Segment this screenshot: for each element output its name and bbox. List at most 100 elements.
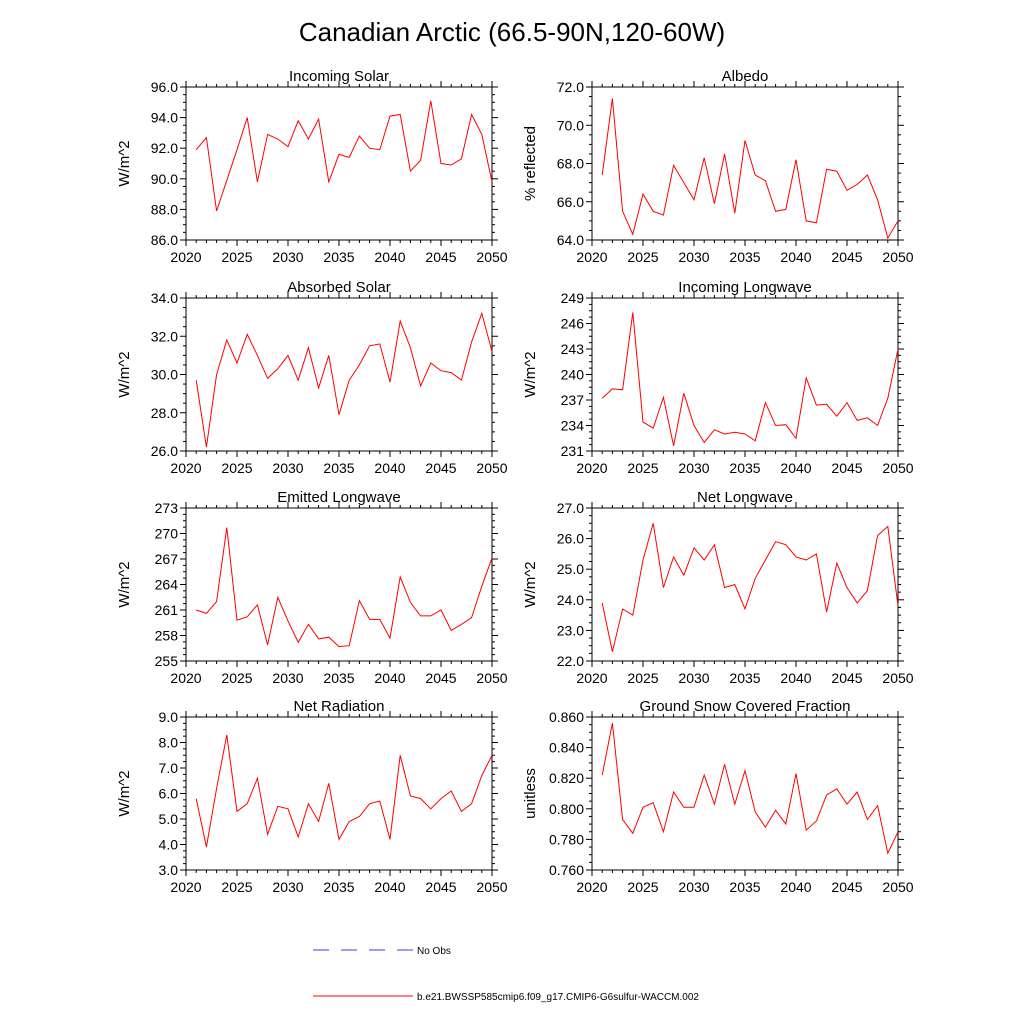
y-tick-label: 32.0 bbox=[151, 328, 178, 344]
legend-model-label: b.e21.BWSSP585cmip6.f09_g17.CMIP6-G6sulf… bbox=[417, 992, 699, 1003]
x-tick-label: 2030 bbox=[678, 460, 709, 476]
plot-frame bbox=[591, 507, 899, 662]
y-tick-label: 88.0 bbox=[151, 201, 178, 217]
figure-title: Canadian Arctic (66.5-90N,120-60W) bbox=[299, 17, 725, 47]
panel-incoming-longwave: Incoming Longwave W/m^2 2020 2025 2030 2035 20… bbox=[522, 279, 914, 476]
y-tick-label: 0.780 bbox=[549, 831, 584, 847]
x-tick-label: 2040 bbox=[780, 460, 811, 476]
y-tick-label: 94.0 bbox=[151, 110, 178, 126]
y-tick-label: 270 bbox=[155, 526, 179, 542]
x-tick-label: 2025 bbox=[627, 670, 658, 686]
legend: No Obs b.e21.BWSSP585cmip6.f09_g17.CMIP6… bbox=[313, 946, 699, 1003]
x-tick-label: 2050 bbox=[476, 460, 507, 476]
panel-title: Ground Snow Covered Fraction bbox=[640, 698, 851, 715]
panels: Incoming Solar W/m^2 2020 2025 2030 2035 2040 2… bbox=[116, 68, 914, 895]
y-tick-label: 26.0 bbox=[151, 443, 178, 459]
x-tick-label: 2030 bbox=[272, 670, 303, 686]
x-tick-label: 2035 bbox=[323, 460, 354, 476]
x-tick-label: 2040 bbox=[780, 670, 811, 686]
y-tick-label: 5.0 bbox=[159, 811, 179, 827]
series-line bbox=[195, 100, 493, 212]
y-tick-label: 66.0 bbox=[557, 194, 584, 210]
x-tick-label: 2020 bbox=[576, 879, 607, 895]
x-tick-label: 2050 bbox=[476, 670, 507, 686]
panel-title: Incoming Solar bbox=[289, 68, 389, 85]
series-line bbox=[195, 734, 493, 848]
x-tick-label: 2025 bbox=[221, 249, 252, 265]
x-tick-label: 2040 bbox=[780, 249, 811, 265]
y-tick-label: 26.0 bbox=[557, 531, 584, 547]
x-tick-label: 2030 bbox=[272, 460, 303, 476]
x-tick-label: 2020 bbox=[170, 670, 201, 686]
x-tick-label: 2045 bbox=[425, 670, 456, 686]
y-tick-label: 246 bbox=[561, 316, 585, 332]
x-tick-label: 2045 bbox=[425, 460, 456, 476]
x-tick-label: 2035 bbox=[729, 460, 760, 476]
y-tick-label: 72.0 bbox=[557, 79, 584, 95]
y-axis-label: W/m^2 bbox=[116, 351, 133, 397]
y-tick-label: 0.840 bbox=[549, 740, 584, 756]
x-tick-label: 2025 bbox=[627, 249, 658, 265]
x-tick-label: 2050 bbox=[476, 879, 507, 895]
x-tick-label: 2020 bbox=[170, 879, 201, 895]
panel-ground-snow-covered-fraction: Ground Snow Covered Fraction unitless 2020… bbox=[522, 698, 914, 895]
y-tick-label: 90.0 bbox=[151, 171, 178, 187]
x-tick-label: 2040 bbox=[374, 249, 405, 265]
y-tick-label: 23.0 bbox=[557, 622, 584, 638]
series-line bbox=[195, 311, 493, 448]
y-tick-label: 240 bbox=[561, 367, 585, 383]
y-axis-label: % reflected bbox=[522, 126, 539, 201]
y-tick-label: 30.0 bbox=[151, 367, 178, 383]
plot-frame bbox=[591, 716, 899, 871]
y-tick-label: 255 bbox=[155, 653, 179, 669]
y-tick-label: 34.0 bbox=[151, 290, 178, 306]
x-tick-label: 2025 bbox=[221, 460, 252, 476]
y-tick-label: 24.0 bbox=[557, 592, 584, 608]
y-tick-label: 27.0 bbox=[557, 500, 584, 516]
y-axis-label: W/m^2 bbox=[116, 561, 133, 607]
plot-frame bbox=[185, 297, 493, 452]
y-tick-label: 64.0 bbox=[557, 232, 584, 248]
x-tick-label: 2045 bbox=[831, 249, 862, 265]
y-tick-label: 258 bbox=[155, 628, 179, 644]
x-tick-label: 2020 bbox=[170, 249, 201, 265]
series-line bbox=[601, 312, 899, 447]
x-tick-label: 2025 bbox=[627, 879, 658, 895]
x-tick-label: 2035 bbox=[729, 249, 760, 265]
y-tick-label: 6.0 bbox=[159, 786, 179, 802]
x-tick-label: 2050 bbox=[882, 460, 913, 476]
y-tick-label: 267 bbox=[155, 551, 179, 567]
y-tick-label: 231 bbox=[561, 443, 585, 459]
y-tick-label: 0.760 bbox=[549, 862, 584, 878]
y-axis-label: W/m^2 bbox=[116, 140, 133, 186]
y-tick-label: 249 bbox=[561, 290, 585, 306]
panel-absorbed-solar: Absorbed Solar W/m^2 2020 2025 2030 2035 2040 2… bbox=[116, 279, 508, 476]
series-line bbox=[601, 98, 899, 240]
x-tick-label: 2050 bbox=[882, 879, 913, 895]
x-tick-label: 2045 bbox=[831, 879, 862, 895]
x-tick-label: 2035 bbox=[323, 249, 354, 265]
y-tick-label: 25.0 bbox=[557, 561, 584, 577]
x-tick-label: 2035 bbox=[729, 670, 760, 686]
y-tick-label: 68.0 bbox=[557, 156, 584, 172]
x-tick-label: 2040 bbox=[780, 879, 811, 895]
series-line bbox=[601, 723, 899, 855]
x-tick-label: 2050 bbox=[882, 670, 913, 686]
y-tick-label: 28.0 bbox=[151, 405, 178, 421]
x-tick-label: 2035 bbox=[323, 670, 354, 686]
y-tick-label: 0.820 bbox=[549, 770, 584, 786]
panel-title: Net Longwave bbox=[697, 489, 793, 506]
x-tick-label: 2020 bbox=[170, 460, 201, 476]
y-tick-label: 273 bbox=[155, 500, 179, 516]
panel-title: Net Radiation bbox=[294, 698, 385, 715]
x-tick-label: 2020 bbox=[576, 670, 607, 686]
series-line bbox=[601, 523, 899, 652]
y-tick-label: 96.0 bbox=[151, 79, 178, 95]
panel-title: Albedo bbox=[722, 68, 769, 85]
y-tick-label: 264 bbox=[155, 577, 179, 593]
series-line bbox=[196, 527, 493, 648]
y-tick-label: 234 bbox=[561, 418, 585, 434]
panel-title: Incoming Longwave bbox=[678, 279, 811, 296]
y-tick-label: 237 bbox=[561, 392, 585, 408]
panel-incoming-solar: Incoming Solar W/m^2 2020 2025 2030 2035 2040 2… bbox=[116, 68, 508, 265]
